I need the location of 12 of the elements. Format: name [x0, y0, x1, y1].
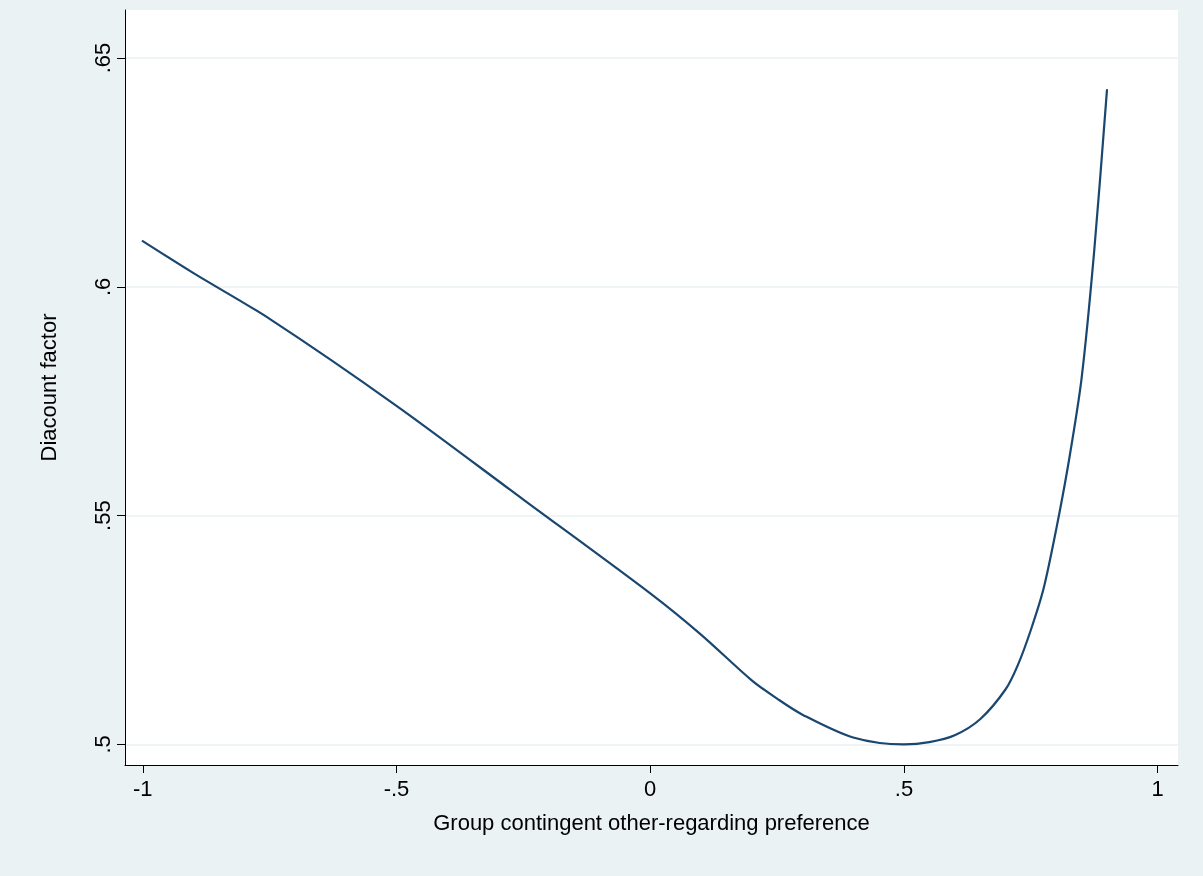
- y-tick-label: .5: [89, 735, 115, 754]
- x-tick-label: -1: [132, 775, 153, 801]
- x-axis-title: Group contingent other-regarding preference: [433, 809, 870, 835]
- y-tick-label: .55: [89, 500, 115, 531]
- x-tick-label: -.5: [383, 775, 410, 801]
- x-tick-label: 1: [1151, 775, 1164, 801]
- y-tick-label: .6: [89, 277, 115, 297]
- line-series: [141, 88, 1109, 746]
- x-tick-label: .5: [894, 775, 914, 801]
- x-tick-label: 0: [644, 775, 657, 801]
- y-axis-title: Diacount factor: [35, 313, 61, 462]
- y-tick-label: .65: [89, 42, 115, 74]
